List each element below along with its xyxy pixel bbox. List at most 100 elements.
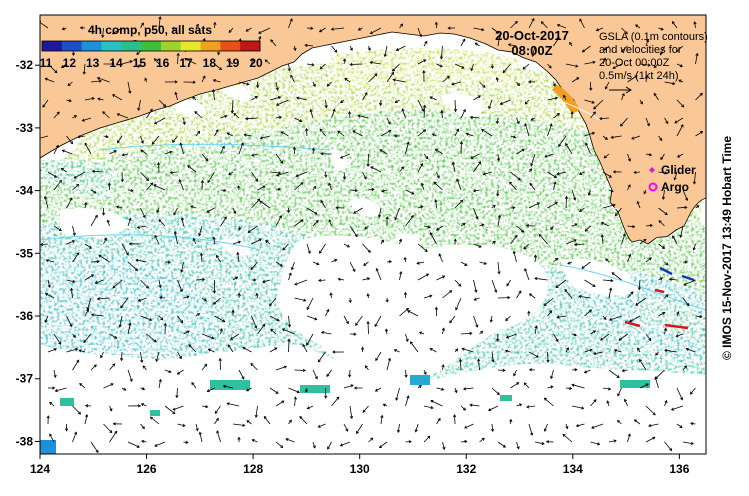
scale-arrow-icon [609,86,632,94]
velocity-arrow [331,258,338,263]
velocity-arrow [118,315,123,328]
velocity-arrow [357,114,369,119]
velocity-arrow [320,330,332,335]
velocity-arrow [220,114,228,119]
velocity-arrow [637,279,642,291]
velocity-arrow [522,63,530,70]
velocity-arrow [175,387,179,399]
velocity-arrow [53,179,62,191]
colorbar-tick-label: 12 [63,56,77,70]
velocity-arrow [112,94,123,101]
velocity-arrow [84,274,95,281]
velocity-arrow [496,153,501,162]
velocity-arrow [342,171,347,180]
velocity-arrow [653,92,659,101]
velocity-arrow [177,351,182,360]
velocity-arrow [528,202,541,209]
velocity-arrow [156,161,161,173]
velocity-arrow [214,417,219,425]
velocity-arrow [645,333,652,342]
velocity-arrow [573,243,585,247]
velocity-arrow [187,165,197,173]
velocity-arrow [112,279,123,289]
velocity-arrow [409,341,419,353]
velocity-arrow [375,267,382,281]
velocity-arrow [380,239,384,245]
velocity-arrow [137,297,147,302]
colorbar-swatch [160,41,182,51]
velocity-arrow [306,207,318,215]
velocity-arrow [516,117,520,125]
velocity-arrow [545,440,554,444]
velocity-arrow [645,436,656,443]
velocity-arrow [442,441,446,451]
velocity-arrow [237,436,241,443]
plot-frame [39,14,707,455]
velocity-arrow [584,131,596,137]
velocity-arrow [232,276,239,281]
velocity-arrow [172,405,184,411]
velocity-arrow [177,423,186,427]
velocity-arrow [269,387,279,394]
velocity-arrow [602,171,612,178]
velocity-arrow [91,169,104,173]
velocity-arrow [658,277,663,281]
velocity-arrow [658,27,664,31]
velocity-arrow [250,58,254,65]
velocity-arrow [79,26,86,30]
velocity-arrow [375,351,382,362]
velocity-arrow [538,233,548,245]
velocity-arrow [337,277,345,281]
velocity-arrow [251,238,262,245]
velocity-arrow [182,117,186,125]
velocity-arrow [436,387,445,391]
velocity-arrow [47,348,58,353]
velocity-arrow [578,294,591,299]
velocity-arrow [479,81,486,88]
velocity-arrow [214,63,223,71]
velocity-arrow [682,441,694,446]
velocity-arrow [695,131,704,137]
velocity-arrow [621,233,626,245]
velocity-arrow [318,27,326,33]
velocity-arrow [555,279,567,288]
velocity-arrow [164,80,178,84]
velocity-arrow [584,348,593,353]
velocity-arrow [499,99,511,105]
velocity-arrow [120,171,124,183]
y-tick-label: -38 [16,434,34,448]
velocity-arrow [602,279,614,283]
velocity-arrow [270,39,277,47]
velocity-arrow [206,207,215,213]
velocity-arrow [275,400,285,407]
y-tick-label: -32 [16,58,34,72]
velocity-arrow [195,23,199,29]
velocity-arrow [183,330,190,335]
velocity-arrow [474,42,480,47]
velocity-arrow [227,344,234,353]
velocity-arrow [571,368,578,372]
velocity-arrow [627,433,631,443]
velocity-arrow [639,99,643,105]
velocity-arrow [673,171,678,181]
velocity-arrow [347,110,352,119]
velocity-arrow [664,294,669,299]
velocity-arrow [177,279,183,293]
velocity-arrow [220,145,225,155]
velocity-arrow [454,128,460,137]
velocity-arrow [449,315,456,324]
velocity-arrow [220,188,227,192]
velocity-arrow [178,179,184,191]
velocity-arrow [360,346,365,353]
velocity-arrow [627,153,631,162]
velocity-arrow [569,41,573,47]
velocity-arrow [53,111,60,119]
velocity-arrow [363,261,369,266]
velocity-arrow [379,149,388,155]
velocity-arrow [420,182,425,191]
velocity-arrow [441,327,445,335]
velocity-arrow [553,181,557,191]
velocity-arrow [534,441,545,446]
velocity-arrow [340,99,345,104]
x-tick-label: 126 [137,462,157,476]
